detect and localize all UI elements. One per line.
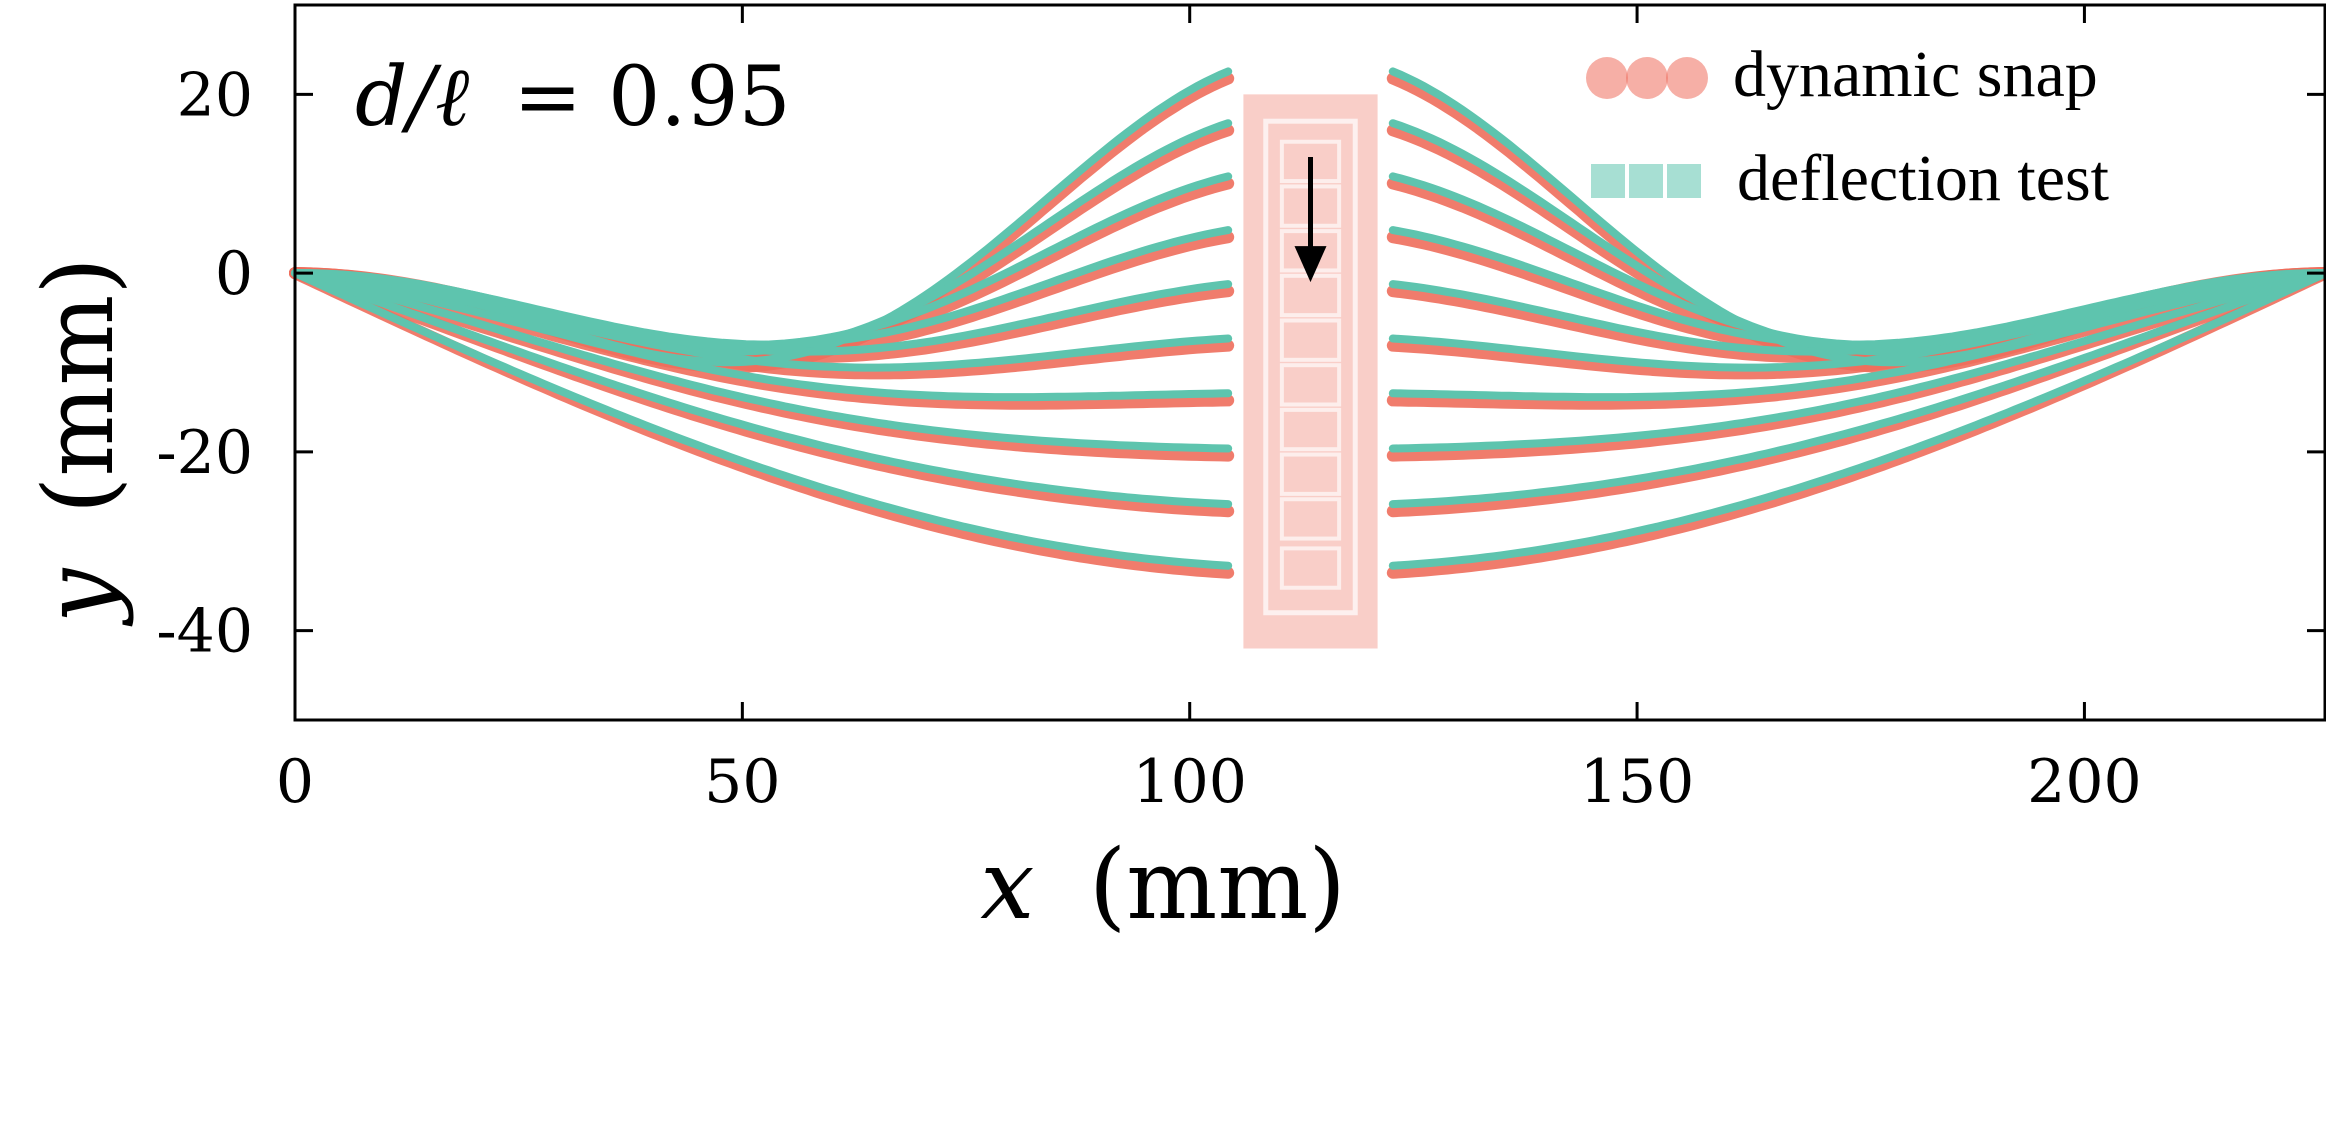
deflection-test-series-5-right [1388,269,2326,372]
y-tick-label-1: 0 [215,239,253,309]
x-tick-label-1: 50 [704,747,780,817]
deflection-test-series-5-left [291,269,1233,372]
axes-layer [293,3,2326,722]
deflection-test-series-6-left [291,269,1233,402]
clamp-marker-9 [1279,546,1342,590]
annotation-eq: = 0.95 [513,50,790,145]
x-tick-label-0: 0 [276,747,314,817]
deflection-test-series-4-right [1388,269,2326,356]
clamp-marker-6 [1279,407,1342,452]
x-axis-label-var: x [980,829,1034,941]
x-tick-label-4: 200 [2027,747,2142,817]
deflection-test-series-6-right [1388,269,2326,402]
x-tick-label-2: 100 [1132,747,1247,817]
plot-frame [293,3,2326,722]
clamp-marker-8 [1279,497,1342,541]
deflection-test-series-7-right [1388,269,2326,453]
deflection-test-series-8-left [291,269,1233,509]
annotation-var: d/ℓ [355,50,469,145]
x-tick-label-3: 150 [1580,747,1695,817]
clamp-marker-7 [1279,452,1342,496]
legend-marker-deflection [1591,164,1701,198]
curves-layer [289,67,2326,579]
annotation: d/ℓ = 0.95 [355,50,791,145]
y-tick-label-3: -40 [156,597,253,667]
deflection-test-series-9-right [1388,269,2326,570]
y-tick-label-0: 20 [177,60,253,130]
legend-label-dynamic: dynamic snap [1733,38,2098,111]
legend: dynamic snap deflection test [1586,38,2109,215]
y-axis-label: y (mm) [23,257,135,627]
x-axis-label-unit: (mm) [1089,829,1346,941]
arrow-head [1294,246,1327,283]
clamp-layer [1243,94,1378,649]
legend-label-deflection: deflection test [1737,142,2109,215]
deflection-test-series-9-left [291,269,1233,570]
clamp-marker-5 [1279,363,1342,407]
deflection-test-series-8-right [1388,269,2326,509]
clamp-marker-4 [1279,318,1342,362]
clamp-inner-outline [1263,118,1358,616]
legend-marker-dynamic [1586,57,1708,99]
y-axis-label-var: y [23,567,135,627]
y-tick-label-2: -20 [156,418,253,488]
deflection-test-series-4-left [291,269,1233,356]
deflection-test-series-7-left [291,269,1233,453]
x-axis-label: x (mm) [980,829,1346,941]
y-axis-label-unit: (mm) [23,257,135,514]
